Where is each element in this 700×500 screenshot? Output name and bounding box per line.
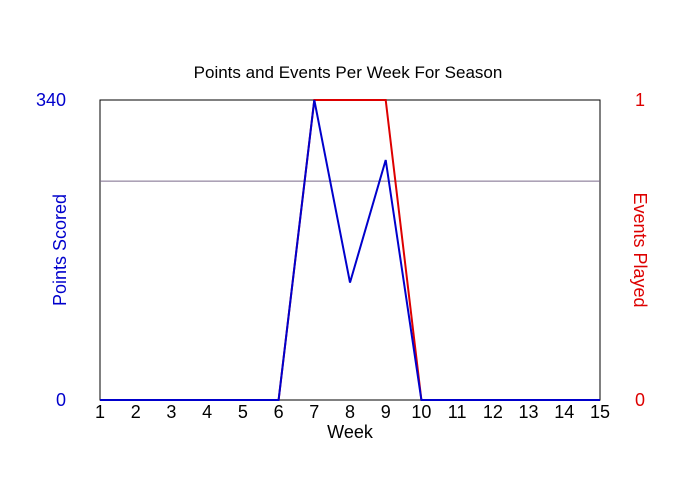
x-tick-label: 1 — [95, 402, 105, 422]
right-y-axis-title: Events Played — [630, 192, 650, 307]
x-tick-label: 11 — [448, 402, 467, 422]
x-tick-label: 15 — [590, 402, 610, 422]
left-y-tick-label: 340 — [36, 90, 66, 110]
left-y-tick-label: 0 — [56, 390, 66, 410]
x-tick-label: 3 — [166, 402, 176, 422]
left-y-axis-title: Points Scored — [50, 194, 70, 306]
series-line-points-scored — [100, 99, 600, 401]
chart-title: Points and Events Per Week For Season — [194, 63, 503, 82]
plot-area-frame — [99, 99, 601, 401]
series-line-events-played — [100, 99, 600, 401]
x-tick-label: 9 — [381, 402, 391, 422]
x-tick-label: 5 — [238, 402, 248, 422]
x-tick-label: 2 — [131, 402, 141, 422]
x-tick-label: 7 — [309, 402, 319, 422]
x-tick-label: 6 — [274, 402, 284, 422]
x-tick-label: 13 — [519, 402, 539, 422]
right-y-tick-label: 0 — [635, 390, 645, 410]
x-tick-label: 10 — [411, 402, 431, 422]
x-tick-label: 14 — [554, 402, 574, 422]
right-y-tick-label: 1 — [635, 90, 645, 110]
x-axis-title: Week — [327, 422, 374, 442]
x-tick-label: 8 — [345, 402, 355, 422]
x-tick-label: 12 — [483, 402, 503, 422]
x-tick-label: 4 — [202, 402, 212, 422]
